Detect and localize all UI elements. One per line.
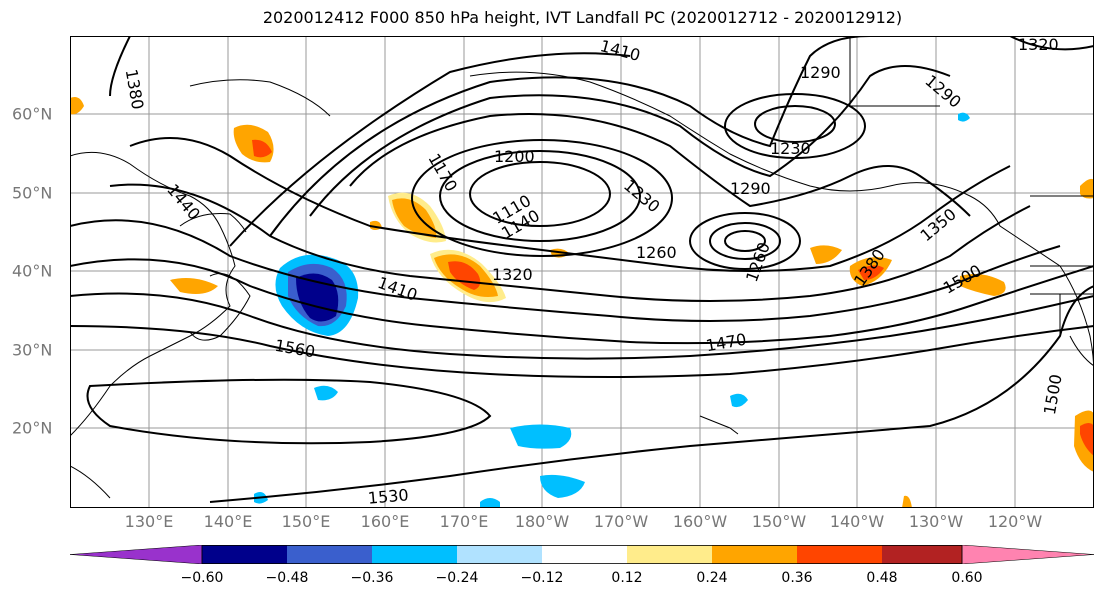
colorbar-tick-label: 0.60 xyxy=(951,570,983,586)
colorbar-tick-label: −0.36 xyxy=(350,570,394,586)
lat-label: 60°N xyxy=(12,104,53,124)
contour-label: 1290 xyxy=(730,179,771,198)
colorbar-tick-label: 0.12 xyxy=(611,570,643,586)
colorbar-bin xyxy=(372,545,457,564)
lon-label: 150°E xyxy=(281,512,331,531)
colorbar-bin xyxy=(542,545,627,564)
lat-label: 40°N xyxy=(12,261,53,281)
lon-label: 160°W xyxy=(672,512,728,531)
colorbar-labels: −0.60 −0.48 −0.36 −0.24 −0.12 0.12 0.24 … xyxy=(0,570,1105,590)
colorbar-tick-label: 0.24 xyxy=(696,570,728,586)
map-panel: 1410 1320 1380 1290 1260 1230 1200 1170 … xyxy=(70,36,1094,508)
lat-label: 30°N xyxy=(12,340,53,360)
colorbar-extend-max xyxy=(961,545,1094,564)
colorbar-tick-label: −0.12 xyxy=(520,570,564,586)
lat-label: 20°N xyxy=(12,418,53,438)
contour-label: 1260 xyxy=(636,243,677,262)
lat-label: 50°N xyxy=(12,183,53,203)
lon-label: 160°E xyxy=(360,512,410,531)
map-title: 2020012412 F000 850 hPa height, IVT Land… xyxy=(262,8,903,27)
contour-label: 1200 xyxy=(494,147,535,166)
contour-label: 1530 xyxy=(367,485,409,507)
lon-label: 130°E xyxy=(124,512,174,531)
contour-label: 1320 xyxy=(492,265,533,284)
colorbar-bin xyxy=(287,545,372,564)
colorbar xyxy=(70,545,1094,564)
colorbar-extend-min xyxy=(70,545,203,564)
longitude-axis: 130°E 140°E 150°E 160°E 170°E 180°W 170°… xyxy=(0,512,1105,536)
lon-label: 120°W xyxy=(987,512,1043,531)
colorbar-tick-label: −0.48 xyxy=(265,570,309,586)
lon-label: 170°E xyxy=(439,512,489,531)
lon-label: 140°W xyxy=(829,512,885,531)
colorbar-bin xyxy=(882,545,962,564)
colorbar-bin xyxy=(627,545,712,564)
colorbar-bin xyxy=(457,545,542,564)
lon-label: 130°W xyxy=(908,512,964,531)
colorbar-bin xyxy=(712,545,797,564)
contour-label: 1320 xyxy=(1018,36,1059,54)
colorbar-bin xyxy=(202,545,287,564)
lon-label: 170°W xyxy=(593,512,649,531)
colorbar-tick-label: 0.36 xyxy=(781,570,813,586)
colorbar-tick-label: −0.24 xyxy=(435,570,479,586)
lon-label: 140°E xyxy=(203,512,253,531)
colorbar-bin xyxy=(797,545,882,564)
colorbar-tick-label: 0.48 xyxy=(866,570,898,586)
lon-label: 150°W xyxy=(751,512,807,531)
contour-label: 1290 xyxy=(800,63,841,82)
height-contours xyxy=(70,36,1094,503)
colorbar-tick-label: −0.60 xyxy=(180,570,224,586)
contour-label: 1230 xyxy=(770,139,811,158)
lon-label: 180°W xyxy=(514,512,570,531)
